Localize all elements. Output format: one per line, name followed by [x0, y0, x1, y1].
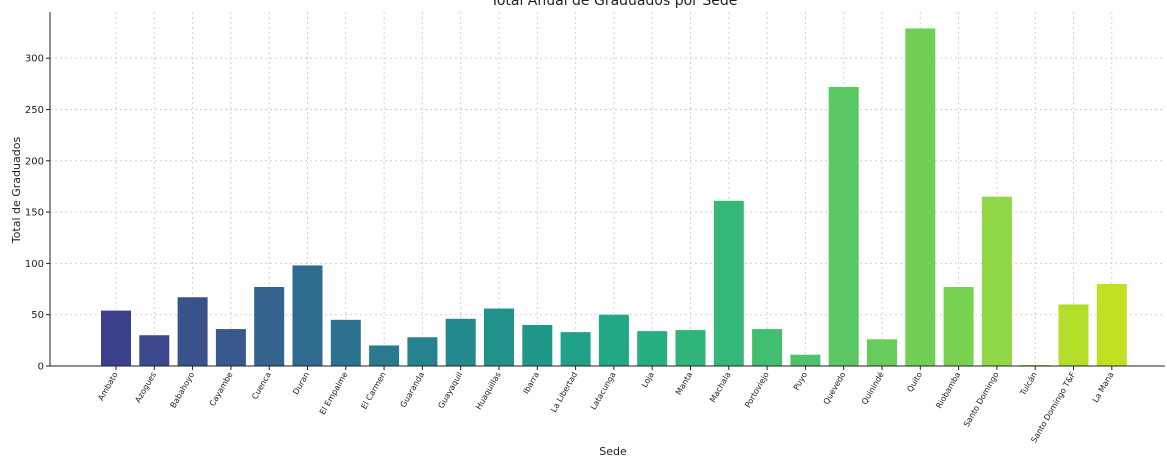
bar	[560, 332, 591, 366]
x-axis-ticks: Ambato Azogues Babahoyo Cayambe Cuenca Duran E…	[96, 366, 1116, 444]
x-tick-label: La Libertad	[549, 371, 579, 414]
x-tick-label: Puyo	[792, 370, 810, 391]
x-tick-label: Ambato	[96, 370, 119, 402]
x-tick-label: Quito	[905, 370, 924, 393]
bar	[943, 286, 974, 366]
y-tick-label: 50	[31, 310, 44, 321]
x-tick-label: Machala	[708, 370, 732, 403]
x-tick-label: Quinindé	[859, 370, 886, 406]
x-tick-label: Cuenca	[250, 370, 273, 401]
x-tick-label: Cayambe	[208, 370, 235, 407]
x-tick-label: Guaranda	[399, 370, 427, 409]
bar	[215, 329, 246, 366]
bar	[981, 196, 1012, 366]
bar	[790, 354, 821, 366]
bar	[254, 286, 285, 366]
x-tick-label: Portoviejo	[743, 370, 771, 409]
bar	[1058, 304, 1089, 366]
x-tick-label: Quevedo	[822, 370, 848, 406]
x-tick-label: Santo Domingo T&F	[1029, 370, 1077, 444]
bar	[445, 318, 476, 366]
x-tick-label: Duran	[291, 371, 311, 397]
x-tick-label: Ibarra	[521, 370, 541, 395]
bar	[828, 86, 859, 366]
x-axis-label: Sede	[599, 445, 627, 457]
x-tick-label: El Empalme	[318, 370, 350, 416]
bar	[637, 331, 668, 366]
bar	[1096, 283, 1127, 366]
bar	[177, 297, 208, 366]
bar	[330, 319, 361, 366]
bars	[101, 28, 1127, 367]
x-tick-label: Latacunga	[589, 370, 618, 411]
bar	[675, 330, 706, 366]
bar	[139, 335, 170, 366]
x-tick-label: Guayaquil	[436, 371, 464, 410]
y-axis-label: Total de Graduados	[10, 137, 23, 245]
x-tick-label: Tulcán	[1018, 371, 1039, 398]
y-tick-label: 300	[25, 54, 44, 65]
chart-title: Total Anual de Graduados por Sede	[490, 0, 738, 9]
bar	[484, 308, 514, 366]
x-tick-label: La Mana	[1091, 370, 1116, 404]
x-tick-label: Huaquillas	[474, 371, 503, 412]
bar	[522, 324, 553, 366]
y-tick-label: 200	[25, 156, 44, 167]
y-axis-ticks: 0 50 100 150 200 250 300	[25, 54, 50, 373]
x-tick-label: Azogues	[133, 371, 158, 405]
x-tick-label: El Carmen	[359, 371, 387, 411]
bar	[752, 329, 783, 366]
bar	[369, 345, 400, 366]
x-tick-label: Babahoyo	[169, 370, 197, 409]
x-tick-label: Loja	[640, 370, 656, 389]
bar	[101, 310, 131, 366]
y-tick-label: 100	[25, 259, 44, 270]
bar	[905, 28, 936, 367]
y-tick-label: 150	[25, 208, 44, 219]
y-tick-label: 0	[38, 362, 44, 373]
x-tick-label: Manta	[674, 370, 694, 396]
bar	[713, 200, 744, 366]
bar	[867, 339, 897, 366]
x-tick-label: Santo Domingo	[962, 370, 1001, 428]
bar	[407, 337, 438, 366]
bar	[1020, 364, 1051, 366]
x-tick-label: Riobamba	[934, 370, 962, 410]
y-tick-label: 250	[25, 105, 44, 116]
bar	[598, 314, 629, 366]
bar	[292, 265, 323, 366]
